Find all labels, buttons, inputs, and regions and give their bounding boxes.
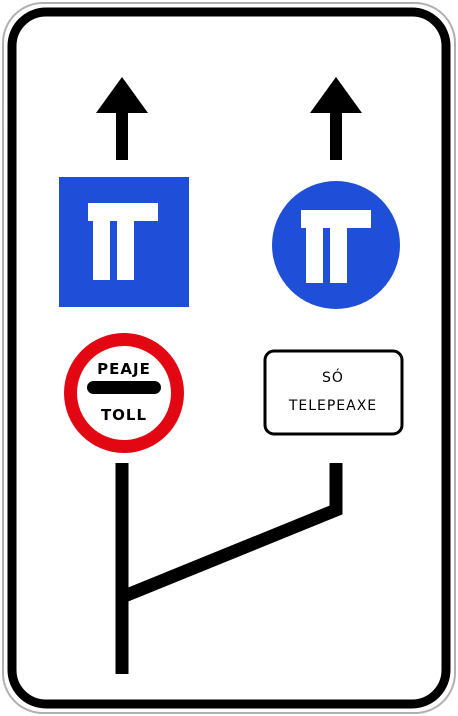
toll-circle-icon [272, 181, 400, 309]
toll-square-icon [59, 177, 189, 307]
toll-label: TOLL [101, 406, 147, 424]
right-lane-arrow-icon [310, 77, 362, 160]
sign-border [7, 7, 451, 709]
peaje-label: PEAJE [97, 360, 151, 378]
plate-line-1: SÓ [322, 368, 344, 386]
right-lane-line [119, 463, 343, 604]
telepeaxe-plate: SÓ TELEPEAXE [263, 349, 404, 436]
lane-lines [115, 463, 343, 674]
left-lane-arrow-icon [96, 77, 148, 160]
toll-restriction-roundel: PEAJE TOLL [64, 333, 184, 453]
plate-line-2: TELEPEAXE [288, 398, 377, 414]
